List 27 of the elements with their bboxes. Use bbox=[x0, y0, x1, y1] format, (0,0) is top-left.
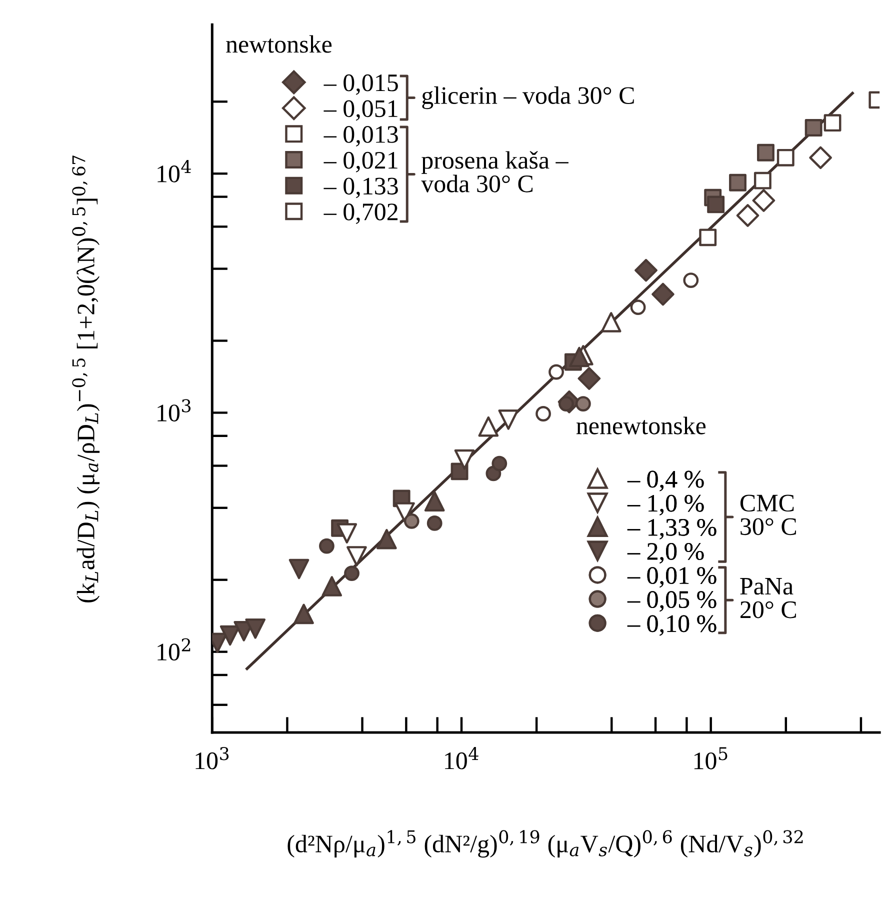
legend-label: – 0,013 bbox=[324, 126, 398, 147]
legend-label: – 1,33 % bbox=[627, 518, 716, 540]
annotation: newtonske bbox=[226, 35, 332, 53]
legend-label: – 0,051 bbox=[324, 100, 398, 121]
legend-label: – 0,10 % bbox=[627, 615, 716, 636]
annotation: nenewtonske bbox=[576, 416, 706, 434]
annotation: prosena kaša – voda 30° C bbox=[421, 151, 568, 192]
x-tick-label: 10$^{5}$ bbox=[694, 747, 728, 770]
y-tick-label: 10$^{4}$ bbox=[158, 160, 191, 182]
y-tick-label: 10$^{2}$ bbox=[158, 638, 190, 661]
legend-label: – 1,0 % bbox=[627, 494, 704, 516]
x-tick-label: 10$^{4}$ bbox=[445, 746, 478, 770]
legend-label: – 0,4 % bbox=[627, 470, 704, 492]
legend-label: – 0,015 bbox=[324, 74, 398, 95]
x-tick-label: 10$^{3}$ bbox=[196, 746, 229, 770]
legend-label: – 0,01 % bbox=[627, 567, 716, 588]
text: (k$_{L}$ad/D$_{L}$) (μ$_{a}$/ρD$_{L}$)$^{−0,5}$ [1+2,0(λN)$^{0,5}$]$^{0,67}$ bbox=[72, 156, 100, 602]
legend-label: – 0,133 bbox=[324, 178, 398, 198]
legend-label: – 0,702 bbox=[324, 204, 398, 224]
legend-label: – 0,05 % bbox=[627, 591, 716, 612]
y-tick-label: 10$^{3}$ bbox=[158, 399, 191, 422]
annotation: glicerin – voda 30° C bbox=[422, 86, 634, 110]
annotation: CMC 30° C bbox=[740, 494, 796, 536]
legend-label: – 2,0 % bbox=[627, 543, 704, 564]
legend-label: – 0,021 bbox=[324, 152, 398, 172]
text: (d²Nρ/μ$_{a}$)$^{1,5}$ (dN²/g)$^{0,19}$ (μ$_{a}$V$_{s}$/Q)$^{0,6}$ (Nd/V$_{s}$)$^{0,32}$ bbox=[288, 830, 803, 858]
annotation: PaNa 20° C bbox=[740, 578, 796, 618]
